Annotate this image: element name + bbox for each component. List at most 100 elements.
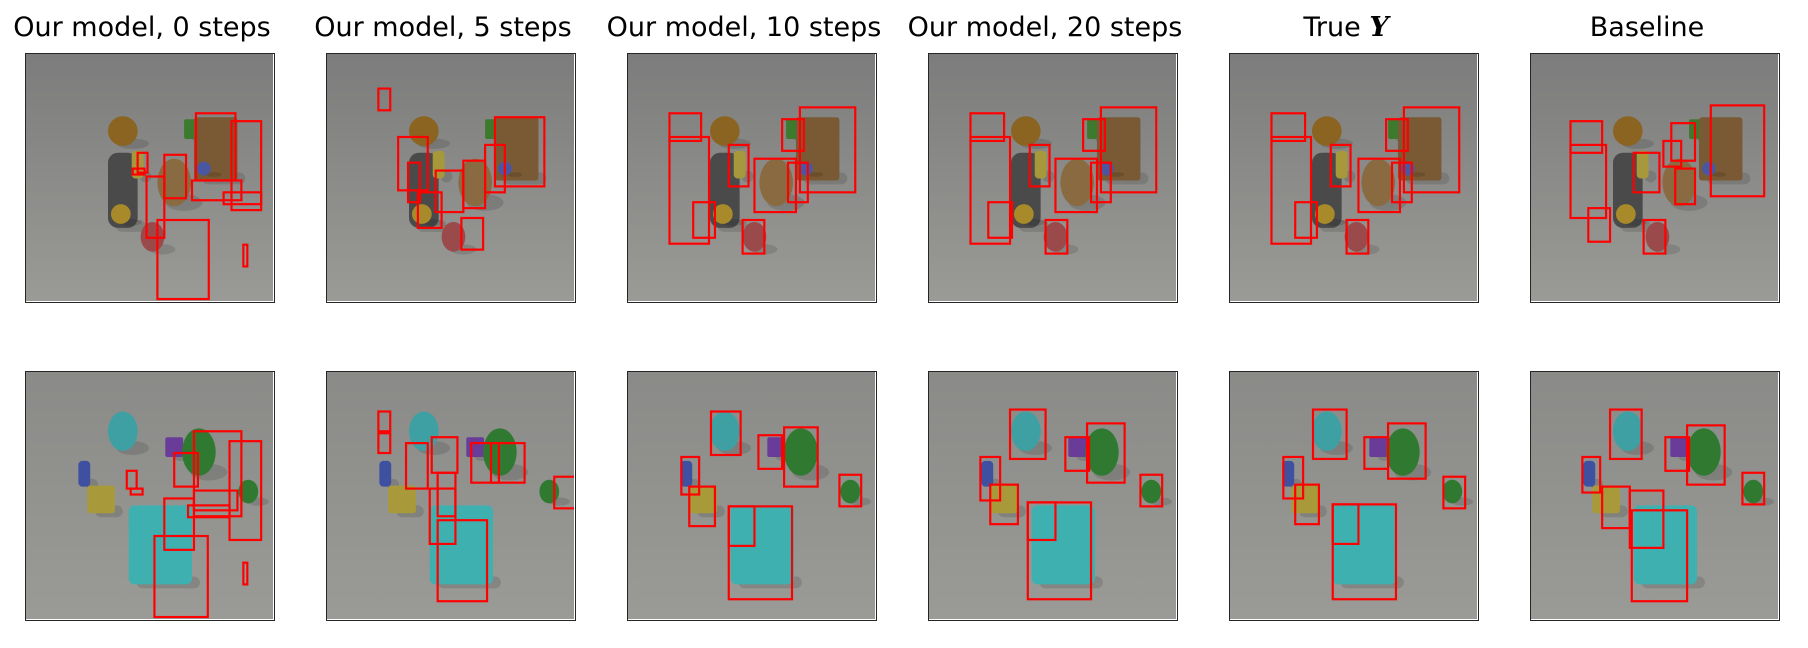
purple-cube — [1369, 437, 1388, 457]
scene-image — [1230, 54, 1477, 301]
bounding-box — [692, 201, 717, 239]
bounding-box — [781, 118, 805, 152]
bounding-box — [1028, 143, 1051, 188]
blue-cylinder — [1583, 460, 1596, 487]
bounding-box — [1664, 436, 1691, 472]
bounding-box — [741, 218, 766, 255]
bounding-box — [1345, 218, 1370, 255]
bounding-box — [397, 135, 429, 192]
bounding-box — [1686, 424, 1726, 486]
yellow-cylinder — [1335, 150, 1348, 179]
small-green-egg — [840, 479, 861, 504]
blue-sphere — [798, 161, 813, 176]
bounding-box — [1139, 473, 1164, 508]
bounding-box — [1642, 218, 1667, 255]
brown-egg — [759, 158, 793, 207]
bounding-box — [1670, 122, 1697, 162]
green-egg — [784, 428, 818, 476]
scene-image — [929, 54, 1176, 301]
purple-cube — [1068, 437, 1087, 457]
blue-cylinder — [981, 460, 994, 487]
small-gold-sphere — [411, 204, 432, 224]
bounding-box — [1054, 157, 1099, 214]
red-sphere — [1344, 221, 1369, 252]
bounding-box — [230, 120, 263, 212]
bounding-box — [798, 106, 857, 194]
bounding-box — [1385, 118, 1409, 152]
column-title-0-steps: Our model, 0 steps — [13, 12, 271, 43]
bounding-box — [242, 243, 249, 268]
scene-image — [327, 372, 574, 619]
column-title-true-y-symbol: Y — [1369, 12, 1389, 43]
bounding-box — [1331, 503, 1398, 601]
bounding-box — [1089, 161, 1112, 204]
blue-sphere — [196, 161, 211, 176]
red-sphere — [1043, 221, 1068, 252]
bounding-box — [1632, 151, 1661, 194]
bounding-box — [1085, 422, 1126, 484]
yellow-cylinder — [1636, 150, 1649, 179]
yellow-cube — [990, 485, 1018, 514]
bounding-box — [668, 135, 711, 245]
cyan-egg — [1312, 411, 1342, 452]
cyan-egg — [1613, 411, 1643, 452]
bounding-box — [136, 151, 149, 174]
bounding-box — [727, 143, 750, 188]
scene-image — [628, 372, 875, 619]
bounding-box — [1026, 501, 1093, 601]
cyan-cube — [128, 505, 192, 585]
small-gold-sphere — [110, 204, 131, 224]
bounding-box — [1402, 106, 1461, 194]
bounding-box — [1082, 118, 1106, 152]
bounding-box — [1008, 408, 1047, 461]
bounding-box — [416, 191, 443, 229]
cyan-cube — [730, 505, 794, 585]
bounding-box — [1294, 483, 1321, 526]
small-gold-sphere — [1314, 204, 1335, 224]
bounding-box — [753, 157, 798, 214]
bounding-box — [163, 497, 196, 551]
small-green-egg — [238, 479, 259, 504]
blue-cylinder — [680, 460, 693, 487]
panel-row-1-0-steps — [25, 53, 275, 303]
scene-image — [1531, 372, 1778, 619]
gold-sphere — [1613, 116, 1643, 146]
scene-image — [628, 54, 875, 301]
bounding-box — [1357, 157, 1402, 214]
gold-sphere — [710, 116, 740, 146]
bounding-box — [1044, 218, 1069, 255]
cyan-cube — [429, 505, 493, 585]
yellow-cylinder — [432, 150, 445, 179]
bounding-box — [1674, 167, 1697, 206]
panel-row-1-10-steps — [627, 53, 877, 303]
green-egg — [1386, 428, 1420, 476]
yellow-cube — [689, 485, 717, 514]
bounding-box — [709, 410, 742, 457]
bounding-box — [786, 161, 809, 204]
column-title-baseline: Baseline — [1589, 12, 1705, 43]
bounding-box — [1331, 503, 1360, 545]
small-green-egg — [539, 479, 560, 504]
bounding-box — [222, 191, 263, 206]
bounding-box — [1282, 455, 1305, 500]
column-title-true-y-prefix: True — [1303, 12, 1370, 43]
blue-cylinder — [1282, 460, 1295, 487]
bounding-box — [1386, 422, 1427, 480]
bounding-box — [404, 442, 429, 490]
scene-image — [26, 372, 273, 619]
scene-image — [929, 372, 1176, 619]
brown-egg — [1060, 158, 1094, 207]
green-egg — [1085, 428, 1119, 476]
gold-sphere — [108, 116, 138, 146]
yellow-cylinder — [1034, 150, 1047, 179]
bounding-box — [493, 116, 546, 188]
bounding-box — [1294, 201, 1319, 239]
bounding-box — [489, 442, 526, 484]
column-title-10-steps: Our model, 10 steps — [606, 12, 882, 43]
bounding-box — [969, 112, 1006, 143]
yellow-cube — [87, 485, 115, 514]
bounding-box — [1628, 489, 1665, 549]
bounding-box — [1311, 408, 1348, 461]
bounding-box — [1741, 471, 1766, 506]
bounding-box — [1390, 161, 1413, 204]
